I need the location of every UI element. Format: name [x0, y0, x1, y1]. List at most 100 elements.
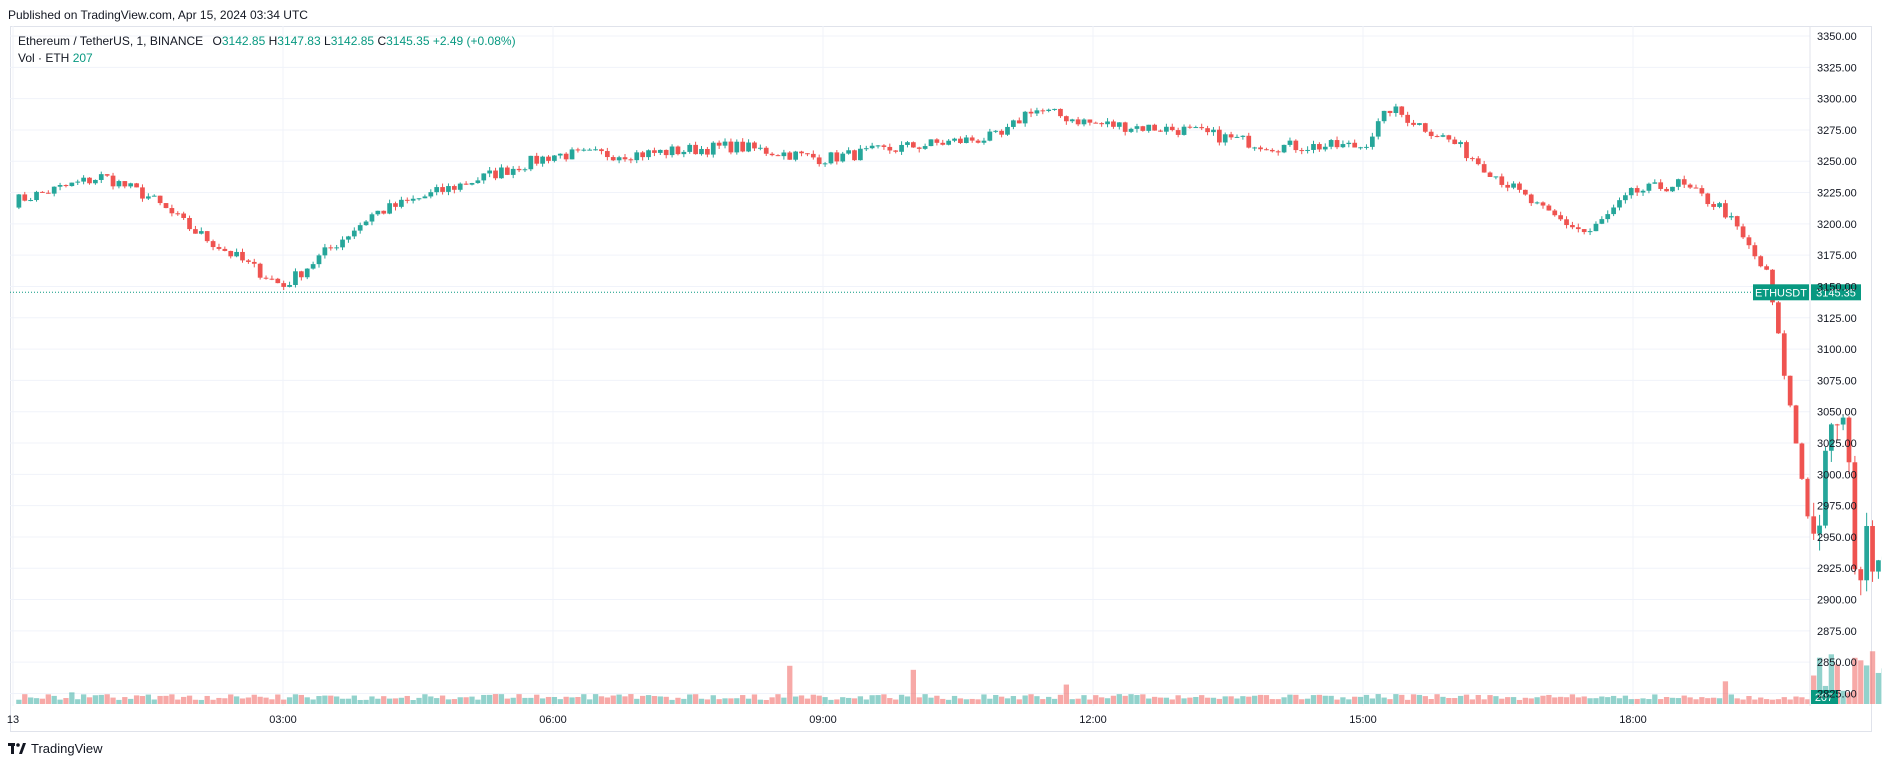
volume-bar — [1758, 697, 1764, 704]
candle-body — [304, 268, 310, 278]
candle-body — [1317, 144, 1322, 150]
candle-body — [1840, 417, 1846, 425]
volume-bar — [587, 699, 593, 704]
candle-body — [1411, 122, 1416, 125]
volume-bar — [1622, 695, 1629, 704]
volume-bar — [1387, 699, 1393, 704]
volume-bar — [1204, 697, 1211, 704]
candle-body — [516, 168, 522, 171]
candle-body — [1799, 443, 1805, 479]
volume-bar — [1475, 694, 1481, 704]
volume-bar — [1151, 696, 1158, 704]
chart-pane[interactable] — [10, 26, 1872, 732]
candle-body — [281, 283, 287, 287]
low-label: L — [324, 34, 331, 48]
volume-bar — [993, 695, 999, 704]
volume-bar — [551, 697, 558, 704]
candle-body — [1511, 183, 1516, 188]
candle-body — [1505, 184, 1511, 188]
volume-bar — [1452, 698, 1458, 704]
candle-body — [999, 130, 1004, 135]
candle-body — [1587, 231, 1593, 233]
candle-body — [1846, 417, 1852, 463]
candle-body — [552, 155, 557, 161]
candle-body — [1205, 128, 1210, 133]
candle-body — [1011, 120, 1016, 127]
volume-bar — [404, 695, 410, 704]
volume-bar — [1858, 660, 1864, 704]
volume-bar — [1281, 697, 1287, 704]
last-price-tag-bg — [1811, 284, 1861, 301]
candle-body — [104, 174, 110, 176]
candle-body — [1534, 202, 1540, 204]
volume-bar — [286, 697, 293, 704]
volume-bar — [369, 696, 375, 704]
candle-body — [404, 199, 410, 201]
volume-bar — [1046, 696, 1052, 704]
volume-bar — [1157, 697, 1164, 704]
y-tick-label: 2850.00 — [1817, 657, 1857, 669]
y-tick-label: 2975.00 — [1817, 501, 1857, 513]
candle-body — [134, 183, 139, 188]
volume-bar — [86, 697, 93, 704]
low-value: 3142.85 — [330, 34, 375, 48]
volume-bar — [1634, 698, 1640, 704]
candle-body — [852, 150, 857, 161]
candle-body — [145, 196, 151, 199]
volume-bar — [1269, 699, 1275, 704]
candle-body — [922, 146, 928, 149]
y-tick-label: 2825.00 — [1817, 688, 1857, 700]
candle-body — [1876, 560, 1881, 572]
candle-body — [1328, 140, 1334, 147]
candle-body — [504, 167, 510, 175]
y-tick-label: 3225.00 — [1817, 188, 1857, 200]
candle-body — [652, 150, 657, 153]
tradingview-brand[interactable]: TradingView — [8, 741, 103, 756]
volume-bar — [1369, 698, 1375, 704]
candle-body — [351, 230, 357, 237]
volume-bar — [298, 694, 304, 704]
candle-body — [846, 150, 851, 154]
candle-body — [1787, 375, 1793, 406]
candle-body — [952, 138, 957, 141]
candle-body — [1240, 135, 1246, 137]
volume-bar — [1346, 699, 1352, 704]
volume-bar — [257, 696, 263, 704]
tradingview-logo-icon — [8, 742, 26, 754]
volume-bar — [851, 698, 858, 704]
candle-body — [1764, 266, 1769, 270]
candle-body — [528, 155, 534, 170]
candle-body — [834, 152, 840, 162]
candle-body — [1246, 135, 1252, 148]
volume-bar — [845, 697, 852, 704]
volume-bar — [910, 669, 916, 704]
open-label: O — [212, 34, 222, 48]
candle-body — [1058, 108, 1063, 117]
candle-body — [1140, 126, 1146, 131]
volume-bar — [940, 698, 946, 704]
candle-body — [657, 149, 663, 153]
candle-body — [428, 192, 434, 197]
candle-body — [1158, 130, 1163, 132]
candle-body — [310, 264, 316, 269]
volume-bar — [1446, 698, 1452, 704]
candle-body — [534, 155, 540, 164]
volume-bar — [687, 694, 693, 704]
candle-body — [1252, 147, 1258, 149]
volume-bar — [1310, 695, 1317, 704]
candle-body — [1740, 226, 1746, 238]
grid-lines — [10, 26, 1810, 706]
y-tick-label: 3275.00 — [1817, 125, 1857, 137]
volume-bar — [928, 697, 934, 704]
volume-bar — [1363, 694, 1370, 704]
candle-body — [163, 203, 169, 209]
candle-body — [1063, 116, 1069, 122]
candle-body — [193, 229, 198, 234]
y-tick-label: 3050.00 — [1817, 407, 1857, 419]
candle-body — [1652, 182, 1658, 184]
candle-body — [334, 247, 340, 249]
volume-bar — [1381, 697, 1387, 704]
candle-body — [1417, 123, 1422, 125]
